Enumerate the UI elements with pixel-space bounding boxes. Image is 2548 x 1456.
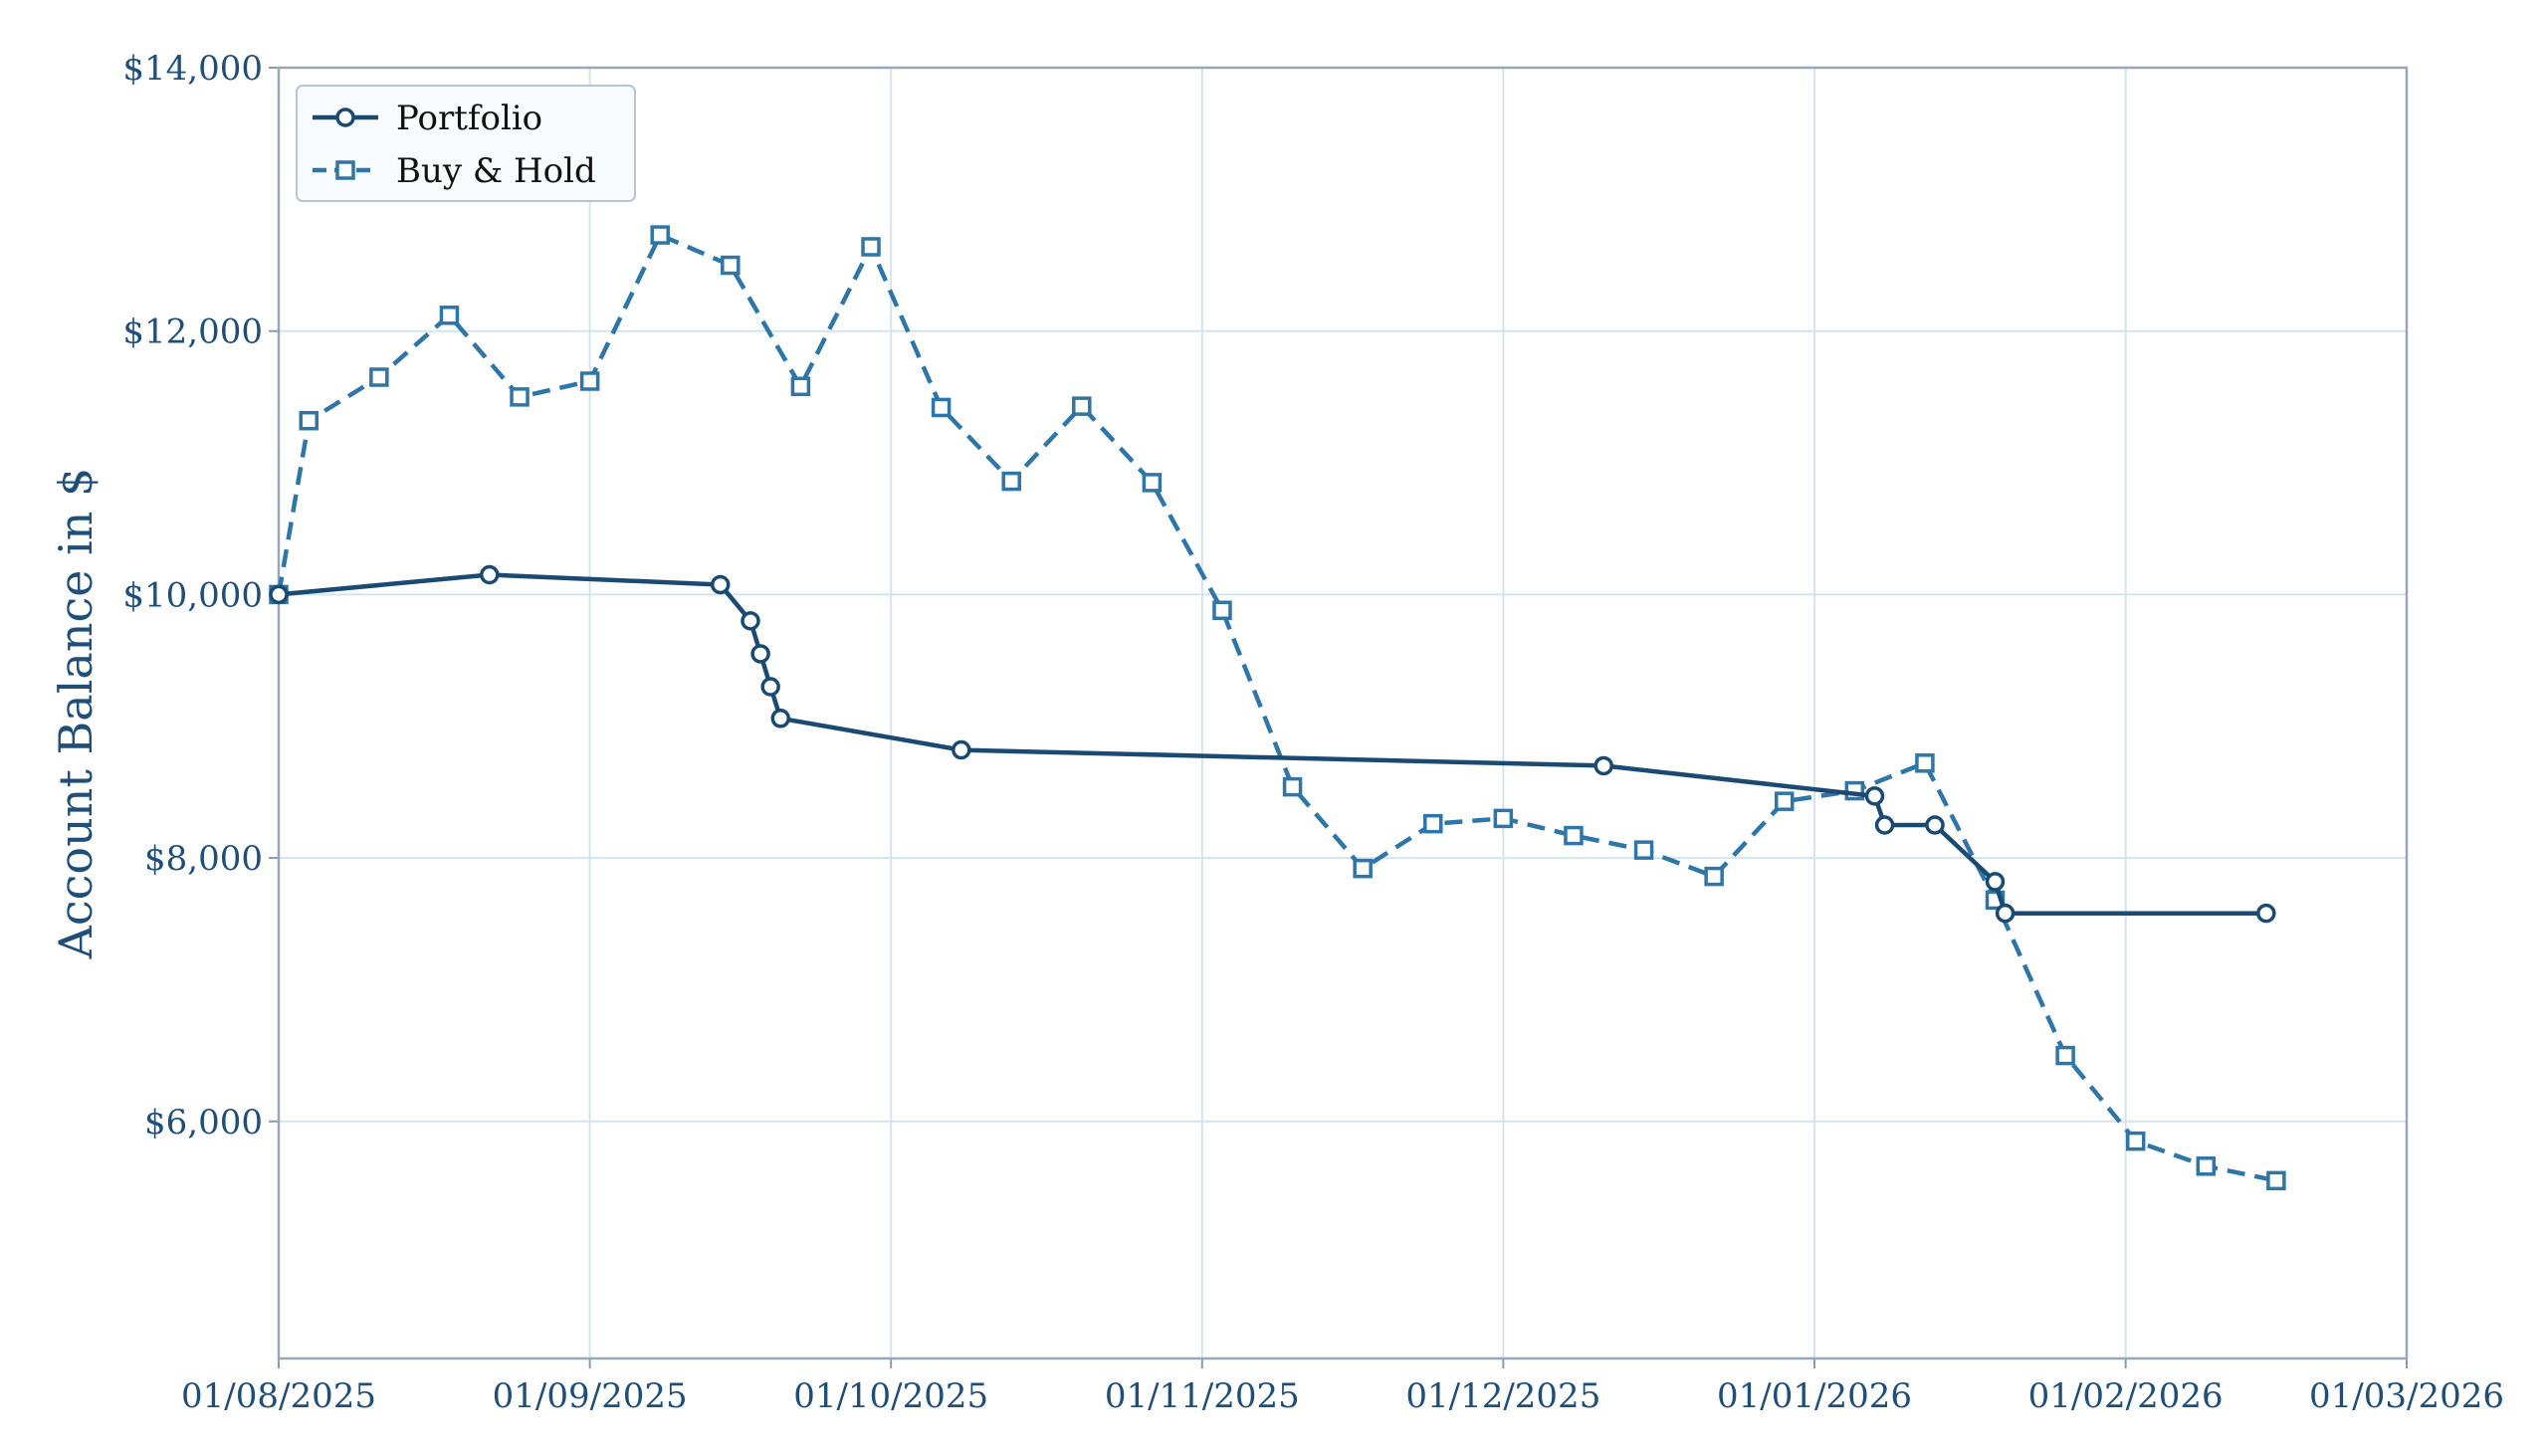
tick-labels: 01/08/2025 01/09/2025 01/10/2025 01/11/2025… — [122, 49, 2504, 1416]
legend-marker — [335, 107, 355, 127]
data-point — [1072, 396, 1092, 416]
data-point — [1995, 903, 2016, 924]
x-tick-label: 01/11/2025 — [1105, 1376, 1300, 1416]
legend-marker — [335, 160, 355, 180]
data-point — [299, 410, 319, 431]
data-point — [1212, 600, 1232, 621]
data-point — [439, 306, 460, 325]
data-point — [1925, 815, 1945, 835]
data-point — [1142, 473, 1163, 493]
data-point — [931, 397, 952, 418]
data-point — [1564, 825, 1584, 846]
data-point — [760, 677, 780, 697]
series-line — [276, 232, 2277, 1183]
y-tick-label: $10,000 — [122, 575, 263, 615]
data-point — [510, 387, 530, 407]
legend: Portfolio Buy & Hold — [296, 85, 636, 202]
data-point — [1985, 872, 2006, 892]
data-point — [790, 376, 811, 397]
data-point — [1282, 776, 1303, 797]
data-point — [770, 709, 790, 728]
data-point — [1704, 866, 1724, 887]
data-point — [1001, 471, 1021, 492]
data-point — [1874, 815, 1895, 835]
series-buy-hold — [269, 225, 2286, 1191]
data-point — [1493, 808, 1514, 829]
y-tick-label: $8,000 — [144, 839, 263, 879]
data-point — [861, 237, 881, 257]
x-tick-label: 01/01/2026 — [1717, 1376, 1912, 1416]
data-point — [741, 611, 760, 631]
x-tick-label: 01/09/2025 — [493, 1376, 688, 1416]
data-point — [1353, 858, 1373, 879]
data-point — [2266, 1170, 2286, 1191]
x-tick-label: 01/02/2026 — [2028, 1376, 2224, 1416]
y-tick-label: $6,000 — [144, 1103, 263, 1143]
data-point — [2256, 903, 2276, 924]
series-layer — [269, 225, 2286, 1191]
data-point — [721, 255, 741, 276]
y-tick-label: $12,000 — [122, 312, 263, 352]
legend-label: Buy & Hold — [396, 151, 596, 191]
data-point — [2125, 1131, 2146, 1151]
data-point — [369, 367, 389, 387]
series-portfolio — [269, 564, 2276, 924]
data-point — [2196, 1156, 2217, 1176]
data-point — [480, 564, 500, 585]
y-tick-label: $14,000 — [122, 49, 263, 89]
data-point — [269, 584, 289, 605]
data-point — [952, 739, 971, 760]
data-point — [1593, 755, 1613, 776]
legend-label: Portfolio — [396, 99, 542, 138]
data-point — [1915, 753, 1935, 773]
data-point — [579, 371, 600, 391]
data-point — [710, 574, 731, 595]
axes — [269, 66, 2409, 1368]
data-point — [1423, 813, 1443, 834]
x-tick-label: 01/08/2025 — [181, 1376, 376, 1416]
data-point — [650, 225, 670, 245]
y-axis-title: Account Balance in $ — [49, 468, 103, 960]
x-tick-label: 01/10/2025 — [793, 1376, 988, 1416]
data-point — [2055, 1045, 2075, 1066]
legend-box — [296, 85, 636, 202]
data-point — [750, 644, 770, 664]
x-tick-label: 01/12/2025 — [1405, 1376, 1600, 1416]
plot-frame — [277, 66, 2409, 1360]
data-point — [1633, 840, 1654, 860]
data-point — [1864, 786, 1885, 806]
data-point — [1774, 791, 1795, 811]
x-tick-label: 01/03/2026 — [2309, 1376, 2504, 1416]
